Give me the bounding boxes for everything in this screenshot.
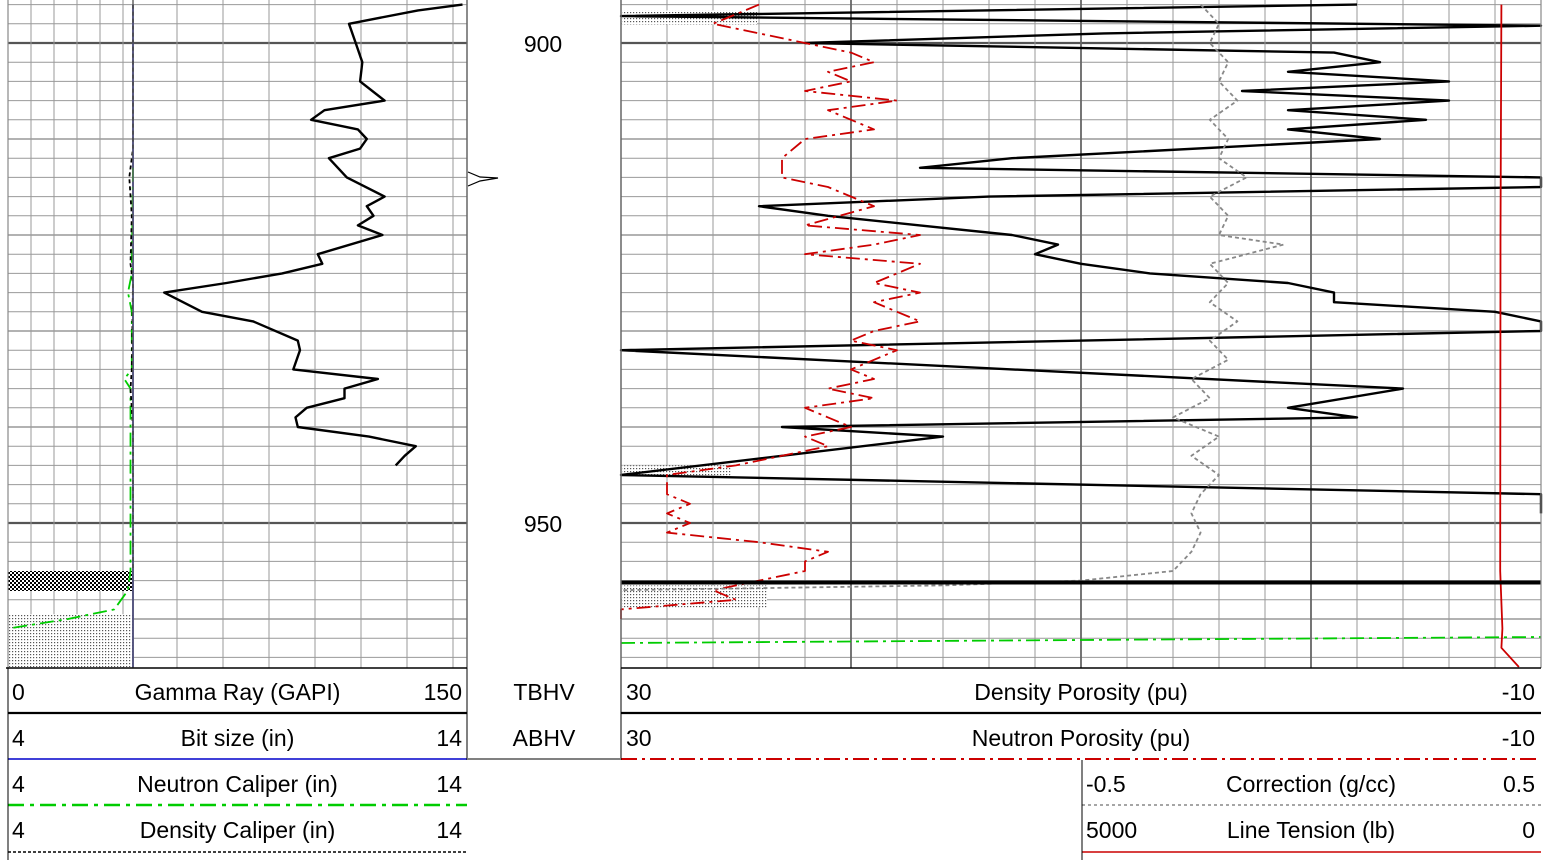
dphi-min: 30	[626, 679, 652, 705]
curve-density-caliper-in	[128, 4, 134, 571]
curve-gamma-ray-gapi	[163, 3, 463, 467]
corr-max: 0.5	[1503, 771, 1535, 797]
bit-min: 4	[12, 725, 25, 751]
gamma-label: Gamma Ray (GAPI)	[134, 679, 341, 705]
dcal-label: Density Caliper (in)	[139, 817, 336, 843]
dphi-max: -10	[1501, 679, 1535, 705]
header-tbhv: TBHV	[468, 670, 620, 714]
depth-label-950: 950	[524, 511, 562, 537]
fill-caliper	[8, 571, 133, 591]
corr-label: Correction (g/cc)	[1226, 771, 1396, 797]
header-neutron-caliper: 4 Neutron Caliper (in) 14	[8, 762, 467, 806]
abhv-label: ABHV	[512, 725, 576, 751]
curve-line-tension-lb	[1499, 4, 1520, 668]
dphi-label: Density Porosity (pu)	[974, 679, 1188, 705]
curve-neutron-porosity-pu	[620, 3, 921, 619]
ncal-max: 14	[436, 771, 462, 797]
dcal-min: 4	[12, 817, 25, 843]
curves	[7, 3, 1543, 668]
gamma-max: 150	[423, 679, 462, 705]
neutron-caliper-track3	[620, 636, 1542, 644]
curve-correction-g-cc	[620, 3, 1285, 592]
header-abhv: ABHV	[468, 716, 620, 760]
depth-marker-tick	[467, 171, 499, 187]
frames	[6, 0, 1542, 860]
fill-caliper	[8, 614, 133, 667]
header-gamma-ray: 0 Gamma Ray (GAPI) 150	[8, 670, 467, 714]
corr-min: -0.5	[1086, 771, 1126, 797]
depth-track: 900 950	[467, 31, 562, 537]
ncal-min: 4	[12, 771, 25, 797]
bit-label: Bit size (in)	[180, 725, 295, 751]
nphi-max: -10	[1501, 725, 1535, 751]
header-density-caliper: 4 Density Caliper (in) 14	[8, 808, 467, 852]
dcal-max: 14	[436, 817, 462, 843]
grid	[7, 0, 1541, 668]
header-line-tension: 5000 Line Tension (lb) 0	[1082, 808, 1540, 852]
nphi-label: Neutron Porosity (pu)	[971, 725, 1191, 751]
header-correction: -0.5 Correction (g/cc) 0.5	[1082, 762, 1540, 806]
bit-max: 14	[436, 725, 462, 751]
header-bit-size: 4 Bit size (in) 14	[8, 716, 467, 760]
ncal-label: Neutron Caliper (in)	[137, 771, 338, 797]
tens-min: 5000	[1086, 817, 1138, 843]
tens-max: 0	[1522, 817, 1535, 843]
header-density-porosity: 30 Density Porosity (pu) -10	[622, 670, 1540, 714]
tens-label: Line Tension (lb)	[1226, 817, 1396, 843]
tbhv-label: TBHV	[513, 679, 575, 705]
nphi-min: 30	[626, 725, 652, 751]
depth-label-900: 900	[524, 31, 562, 57]
fill-crossover	[622, 585, 767, 608]
curve-density-porosity-pu	[619, 3, 1543, 514]
gamma-min: 0	[12, 679, 25, 705]
header-neutron-porosity: 30 Neutron Porosity (pu) -10	[622, 716, 1540, 760]
curve-neutron-caliper-in	[7, 167, 134, 630]
fill-crossover	[622, 465, 732, 476]
fills	[8, 10, 767, 667]
